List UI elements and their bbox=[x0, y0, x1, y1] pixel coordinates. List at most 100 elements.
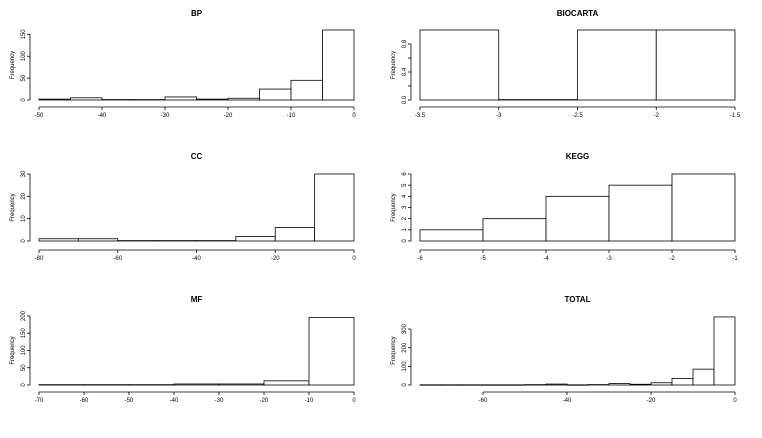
x-tick-label: -1 bbox=[732, 256, 738, 262]
x-tick-label: 0 bbox=[733, 398, 737, 404]
histogram-bar bbox=[671, 378, 694, 386]
x-tick-label: -20 bbox=[647, 398, 656, 404]
y-tick-label: 150 bbox=[21, 29, 27, 40]
histogram-bar bbox=[419, 29, 500, 101]
x-tick-label: 0 bbox=[352, 113, 356, 119]
x-tick-label: 0 bbox=[352, 398, 356, 404]
y-tick-label: 300 bbox=[402, 323, 408, 334]
y-tick-label: 4 bbox=[402, 194, 408, 198]
y-tick-label: 100 bbox=[21, 345, 27, 356]
y-tick-label: 30 bbox=[21, 170, 27, 177]
histogram-bar bbox=[692, 368, 715, 386]
panel-cc: CC Frequency -80 -60 -40 -20 0 0 10 20 30 bbox=[10, 152, 356, 262]
histogram-bar bbox=[629, 383, 652, 386]
histogram-bar bbox=[164, 96, 197, 101]
y-axis-label: Frequency bbox=[10, 336, 16, 364]
x-tick-label: -5 bbox=[480, 256, 486, 262]
histogram-bar bbox=[671, 173, 736, 242]
panel-mf: MF Frequency -70 -60 -50 -40 -30 -20 -10 0 0 50 100 1… bbox=[10, 295, 356, 404]
histogram-bar bbox=[235, 236, 276, 242]
y-tick-label: 5 bbox=[402, 183, 408, 187]
x-tick-label: 0 bbox=[352, 256, 356, 262]
x-tick-label: -30 bbox=[161, 113, 170, 119]
x-tick-label: -60 bbox=[80, 398, 89, 404]
histogram-bar bbox=[173, 383, 220, 386]
y-axis-label: Frequency bbox=[10, 51, 16, 79]
histogram-bar bbox=[77, 238, 119, 242]
x-tick-label: -20 bbox=[271, 256, 280, 262]
x-tick-label: -2 bbox=[669, 256, 675, 262]
y-tick-label: 0 bbox=[402, 383, 408, 387]
histogram-bar bbox=[290, 79, 323, 101]
x-tick-label: -6 bbox=[417, 256, 423, 262]
histogram-bar bbox=[38, 238, 79, 242]
x-tick-label: -50 bbox=[35, 113, 44, 119]
y-tick-label: 150 bbox=[21, 328, 27, 339]
y-tick-label: 0.8 bbox=[402, 39, 408, 48]
x-tick-label: -3 bbox=[496, 113, 502, 119]
y-tick-label: 200 bbox=[21, 310, 27, 321]
panel-title: MF bbox=[191, 295, 203, 304]
histogram-bar bbox=[545, 195, 610, 242]
histogram-bar bbox=[218, 383, 265, 386]
x-tick-label: -30 bbox=[215, 398, 224, 404]
x-tick-label: -10 bbox=[287, 113, 296, 119]
histogram-bar bbox=[577, 29, 657, 101]
x-tick-label: -20 bbox=[260, 398, 269, 404]
panel-biocarta: BIOCARTA Frequency -3.5 -3 -2.5 -2 -1.5 0.0 0.4 0… bbox=[391, 9, 741, 119]
histogram-bar bbox=[650, 382, 673, 386]
histogram-bar bbox=[419, 229, 484, 242]
panel-title: KEGG bbox=[566, 152, 590, 161]
histogram-bar bbox=[274, 227, 316, 242]
panel-title: BP bbox=[191, 9, 203, 18]
y-tick-label: 200 bbox=[402, 342, 408, 353]
x-tick-label: -1.5 bbox=[730, 113, 741, 119]
x-tick-label: -40 bbox=[170, 398, 179, 404]
y-tick-label: 0 bbox=[21, 98, 27, 102]
histogram-bar bbox=[263, 380, 310, 386]
panel-title: BIOCARTA bbox=[557, 9, 599, 18]
x-tick-label: -70 bbox=[35, 398, 44, 404]
x-tick-label: -50 bbox=[125, 398, 134, 404]
panel-total: TOTAL Frequency -60 -40 -20 0 0 100 200 300 bbox=[391, 295, 737, 404]
histogram-bar bbox=[482, 218, 547, 242]
histogram-bar bbox=[608, 184, 673, 242]
x-tick-label: -10 bbox=[305, 398, 314, 404]
histogram-bar bbox=[38, 98, 71, 101]
y-tick-label: 0 bbox=[21, 383, 27, 387]
y-tick-label: 0 bbox=[21, 239, 27, 243]
panel-kegg: KEGG Frequency -6 -5 -4 -3 -2 -1 0 1 2 3 4 5 6 bbox=[391, 152, 738, 262]
histogram-bar bbox=[322, 29, 355, 101]
y-tick-label: 0.0 bbox=[402, 95, 408, 104]
x-tick-label: -4 bbox=[543, 256, 549, 262]
histogram-bar bbox=[196, 98, 229, 101]
y-tick-label: 2 bbox=[402, 216, 408, 220]
y-tick-label: 10 bbox=[21, 215, 27, 222]
histogram-bar bbox=[227, 97, 260, 101]
y-tick-label: 100 bbox=[21, 51, 27, 62]
y-tick-label: 1 bbox=[402, 228, 408, 232]
y-tick-label: 0 bbox=[402, 239, 408, 243]
y-tick-label: 20 bbox=[21, 192, 27, 199]
y-tick-label: 50 bbox=[21, 364, 27, 371]
y-tick-label: 6 bbox=[402, 172, 408, 176]
x-tick-label: -20 bbox=[224, 113, 233, 119]
x-tick-label: -40 bbox=[563, 398, 572, 404]
x-tick-label: -60 bbox=[479, 398, 488, 404]
x-tick-label: -2 bbox=[654, 113, 660, 119]
histogram-bar bbox=[314, 173, 355, 242]
panel-title: TOTAL bbox=[565, 295, 591, 304]
histogram-bar bbox=[308, 316, 355, 386]
x-tick-label: -40 bbox=[98, 113, 107, 119]
panel-bp: BP Frequency -50 -40 -30 -20 -10 0 0 50 100 150 bbox=[10, 9, 356, 119]
x-tick-label: -2.5 bbox=[572, 113, 583, 119]
y-axis-label: Frequency bbox=[391, 336, 397, 364]
histogram-bar bbox=[713, 316, 736, 386]
y-axis-label: Frequency bbox=[391, 193, 397, 221]
y-axis-label: Frequency bbox=[10, 193, 16, 221]
y-tick-label: 0.4 bbox=[402, 67, 408, 76]
histogram-bar bbox=[655, 29, 736, 101]
x-tick-label: -60 bbox=[113, 256, 122, 262]
x-tick-label: -80 bbox=[35, 256, 44, 262]
